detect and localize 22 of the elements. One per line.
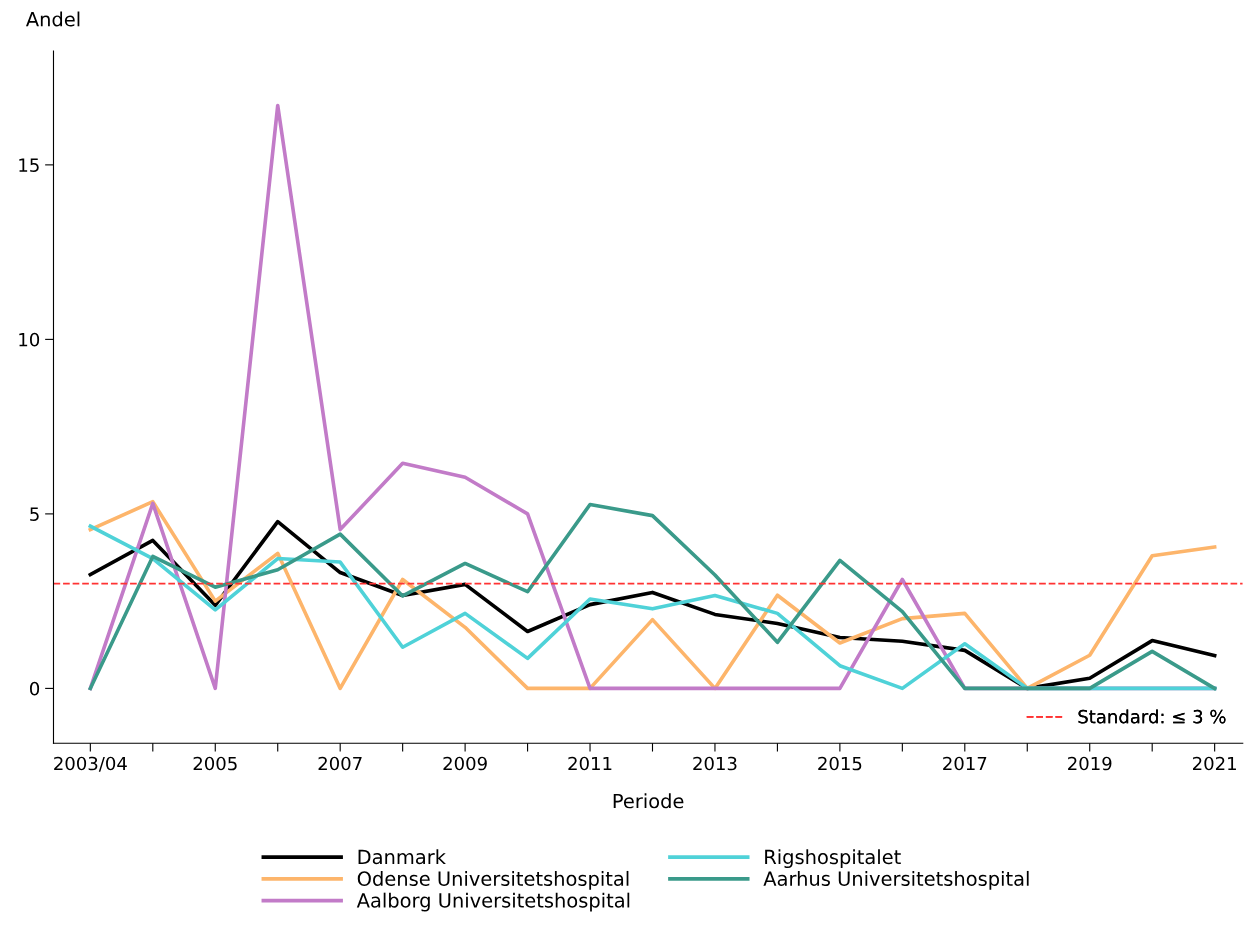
x-tick-label: 2021: [1193, 756, 1236, 771]
x-tick-label: 2015: [818, 756, 862, 771]
x-tick-label: 2003/04: [54, 756, 127, 772]
x-tick-label: 2011: [568, 756, 612, 771]
y-tick-label: 0: [30, 681, 40, 696]
legend-label: Aalborg Universitetshospital: [356, 892, 630, 912]
legend-label: Rigshospitalet: [765, 849, 901, 869]
x-axis-title: Periode: [613, 793, 684, 809]
legend-label: Standard: ≤ 3 %: [1078, 709, 1226, 724]
y-axis-title: Andel: [25, 11, 80, 27]
x-tick-label: 2017: [943, 756, 987, 771]
legend-label: Danmark: [358, 849, 446, 865]
y-tick-label: 15: [19, 158, 39, 172]
x-tick-label: 2013: [693, 756, 737, 771]
legend-label: Aarhus Universitetshospital: [763, 870, 1029, 890]
legend-label: Odense Universitetshospital: [357, 870, 629, 890]
y-tick-label: 5: [30, 507, 39, 522]
y-tick-label: 10: [19, 332, 40, 347]
x-tick-label: 2007: [318, 756, 362, 771]
x-tick-label: 2019: [1068, 756, 1112, 771]
x-tick-label: 2009: [443, 756, 487, 771]
x-tick-label: 2005: [193, 756, 237, 771]
